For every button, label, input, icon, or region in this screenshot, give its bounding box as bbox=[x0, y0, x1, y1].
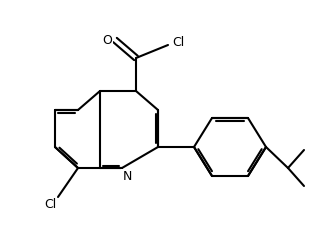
Text: O: O bbox=[102, 34, 112, 47]
Text: N: N bbox=[122, 170, 132, 182]
Text: Cl: Cl bbox=[44, 199, 56, 211]
Text: Cl: Cl bbox=[172, 37, 184, 49]
